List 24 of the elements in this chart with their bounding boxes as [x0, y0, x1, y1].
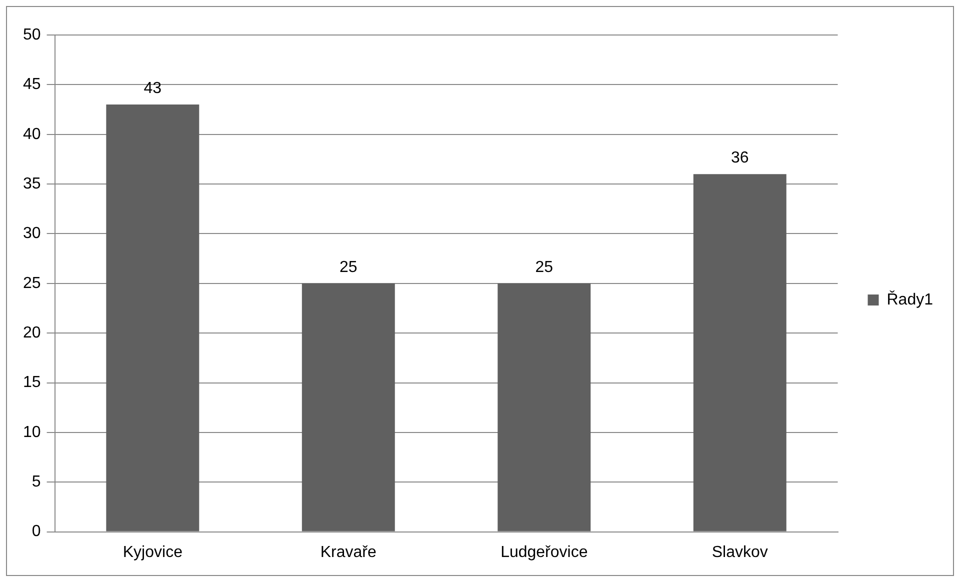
bar: [106, 104, 200, 532]
data-label: 43: [144, 80, 162, 97]
x-tick-label: Ludgeřovice: [500, 544, 588, 561]
y-tick-label: 35: [23, 175, 41, 192]
x-tick-label: Kravaře: [320, 544, 377, 561]
y-tick-label: 20: [23, 324, 41, 342]
y-tick-label: 50: [23, 26, 41, 44]
bar: [693, 174, 786, 532]
data-label: 36: [730, 150, 749, 167]
data-label: 25: [535, 258, 554, 276]
y-tick-label: 40: [23, 126, 41, 143]
y-tick-label: 15: [23, 374, 41, 392]
y-tick-label: 45: [23, 76, 41, 94]
data-label: 25: [340, 258, 358, 276]
bar: [302, 283, 395, 532]
y-tick-label: 5: [32, 474, 41, 491]
y-tick-label: 25: [23, 274, 41, 292]
x-tick-label: Slavkov: [712, 544, 768, 561]
legend-label: Řady1: [886, 290, 934, 308]
y-tick-label: 0: [32, 523, 41, 540]
y-tick-label: 30: [23, 225, 41, 242]
x-tick-label: Kyjovice: [122, 544, 183, 561]
y-tick-label: 10: [23, 424, 41, 441]
bar: [498, 283, 591, 532]
